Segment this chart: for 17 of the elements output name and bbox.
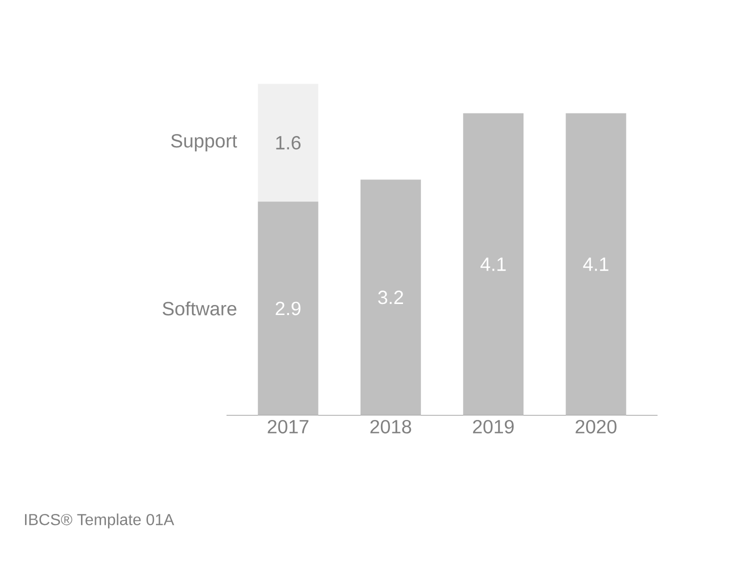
- data-label: 3.2: [378, 290, 404, 304]
- x-tick-label: 2017: [268, 420, 308, 434]
- x-tick-label: 2020: [576, 420, 616, 434]
- bar: [258, 202, 318, 416]
- text: IBCS® Template 01A: [25, 513, 174, 528]
- data-label: 4.1: [480, 258, 506, 271]
- bar: [258, 84, 318, 202]
- series-label: Support: [171, 134, 238, 152]
- series-label: Software: [162, 301, 236, 316]
- bar: [360, 179, 421, 416]
- data-label: 4.1: [583, 258, 608, 271]
- x-tick-label: 2019: [473, 420, 514, 434]
- data-label: 2.9: [276, 302, 300, 316]
- bar: [463, 113, 524, 416]
- data-label: 1.6: [276, 136, 301, 150]
- x-tick-label: 2018: [370, 420, 412, 434]
- bar: [566, 113, 626, 416]
